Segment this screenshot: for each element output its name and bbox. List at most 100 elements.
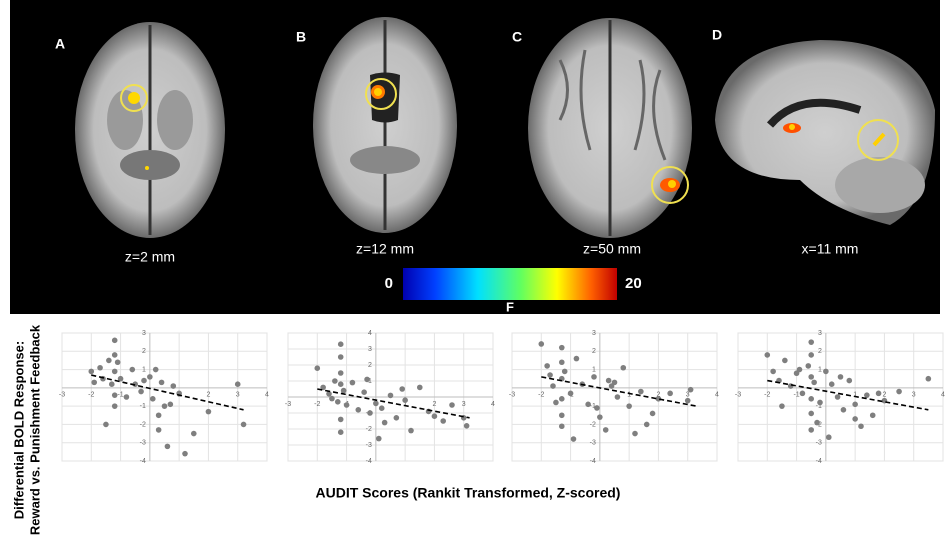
data-point [156,427,162,433]
x-tick-label: -1 [793,392,799,399]
data-point [364,377,370,383]
data-point [650,411,656,417]
x-tick-label: -2 [538,392,544,399]
y-tick-label: -2 [140,421,146,428]
y-tick-label: 1 [142,366,146,373]
data-point [864,392,870,398]
x-tick-label: 2 [206,392,210,399]
y-tick-label: 2 [142,348,146,355]
data-point [156,412,162,418]
data-point [338,381,344,387]
data-point [764,352,770,358]
data-point [338,429,344,435]
data-point [112,338,118,344]
colorbar-tick-label: 0 [385,275,393,292]
data-point [896,389,902,395]
data-point [376,436,382,442]
data-point [129,367,135,373]
x-tick-label: -2 [314,401,320,408]
brain-slice-a [75,22,225,238]
data-point [408,428,414,434]
x-tick-label: 3 [912,392,916,399]
data-point [350,380,356,386]
data-point [115,359,121,365]
data-point [817,400,823,406]
data-point [367,410,373,416]
data-point [797,367,803,373]
data-point [141,378,147,384]
data-point [338,354,344,360]
panel-letter: B [296,29,306,45]
data-point [91,380,97,386]
x-tick-label: 4 [265,392,269,399]
data-point [338,370,344,376]
data-point [182,451,188,457]
data-point [615,394,621,400]
data-point [688,387,694,393]
data-point [808,374,814,380]
data-point [805,363,811,369]
data-point [808,339,814,345]
data-point [559,345,565,351]
x-tick-label: 2 [882,392,886,399]
y-tick-label: -2 [366,426,372,433]
brain-slice-c [528,18,692,238]
data-point [644,422,650,428]
data-point [782,358,788,364]
x-tick-label: -3 [735,392,741,399]
y-tick-label: -4 [590,458,596,465]
data-point [109,381,115,387]
y-tick-label: 3 [368,346,372,353]
trend-line [541,377,696,406]
y-tick-label: -3 [590,440,596,447]
data-point [402,397,408,403]
data-point [808,411,814,417]
data-point [788,383,794,389]
y-tick-label: 2 [368,362,372,369]
data-point [206,409,212,415]
data-point [559,396,565,402]
data-point [559,412,565,418]
data-point [153,367,159,373]
data-point [162,403,168,409]
data-point [335,399,341,405]
data-point [329,396,335,402]
panel-letter: C [512,29,522,45]
data-point [440,418,446,424]
data-point [241,422,247,428]
data-point [191,431,197,437]
data-point [388,393,394,399]
data-point [235,381,241,387]
data-point [341,388,347,394]
data-point [165,444,171,450]
data-point [464,423,470,429]
data-point [603,427,609,433]
data-point [846,378,852,384]
data-point [112,392,118,398]
colorbar-label: F [506,299,514,314]
data-point [568,391,574,397]
data-point [926,376,932,382]
data-point [829,381,835,387]
x-axis-label: AUDIT Scores (Rankit Transformed, Z-scor… [316,485,621,501]
data-point [314,365,320,371]
data-point [159,380,165,386]
panel-caption: z=2 mm [125,249,175,265]
y-tick-label: -3 [816,440,822,447]
panel-caption: z=50 mm [583,241,641,257]
data-point [547,372,553,378]
y-tick-label: 1 [592,366,596,373]
y-tick-label: 3 [142,330,146,337]
data-point [585,402,591,408]
data-point [168,402,174,408]
y-tick-label: 2 [818,348,822,355]
data-point [858,423,864,429]
data-point [814,420,820,426]
data-point [811,380,817,386]
data-point [574,356,580,362]
data-point [97,365,103,371]
data-point [632,431,638,437]
panel-caption: x=11 mm [802,241,859,257]
x-tick-label: 2 [432,401,436,408]
data-point [559,359,565,365]
